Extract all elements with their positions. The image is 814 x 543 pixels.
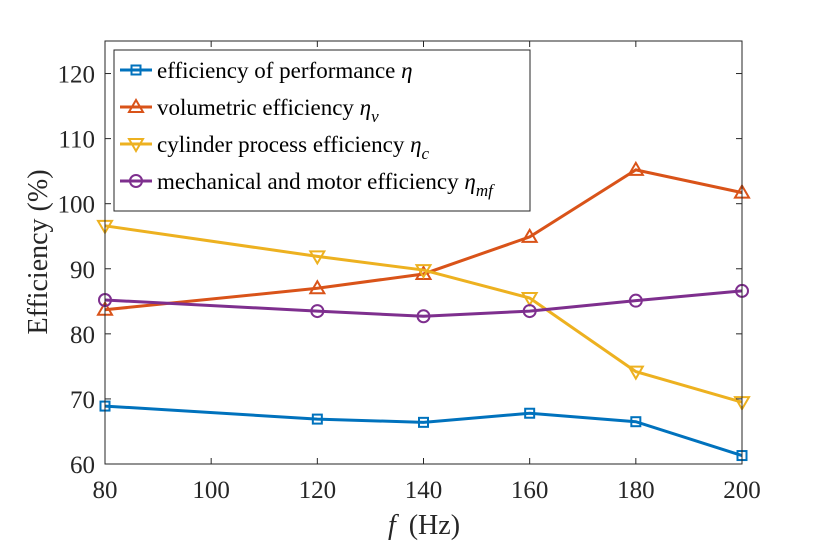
x-tick-label: 140 <box>405 477 443 504</box>
legend-swatch-marker <box>129 174 143 188</box>
data-point <box>414 264 433 280</box>
x-axis-title: f (Hz) <box>388 510 460 541</box>
series-mechanical-and-motor-efficiency <box>98 283 749 324</box>
data-point <box>524 407 536 419</box>
series-layer <box>96 160 751 462</box>
legend-item: efficiency of performance η <box>120 58 413 83</box>
legend-label: volumetric efficiency ηv <box>157 95 379 126</box>
axis-tick-labels: 80 100 120 140 160 180 200 60 70 80 90 100 110 120 <box>58 62 761 504</box>
legend-label-subscript: c <box>422 144 430 163</box>
legend-label-symbol: η <box>410 132 421 157</box>
series-cylinder-process-efficiency <box>96 219 751 412</box>
legend-label-subscript: v <box>371 107 379 126</box>
legend-label-subscript: mf <box>476 181 495 200</box>
data-point <box>630 416 642 428</box>
y-tick-label: 80 <box>70 322 95 349</box>
legend-swatch-marker <box>127 98 145 113</box>
y-axis-title: Efficiency (%) <box>23 169 54 334</box>
y-tick-label: 100 <box>58 192 96 219</box>
legend-label: mechanical and motor efficiency ηmf <box>157 169 495 200</box>
legend-label-text: efficiency of performance <box>157 58 401 83</box>
data-point <box>520 227 539 243</box>
series-line <box>104 289 743 318</box>
legend-label-text: cylinder process efficiency <box>157 132 410 157</box>
data-point <box>522 304 537 319</box>
legend-item: cylinder process efficiency ηc <box>120 132 430 163</box>
legend-label: efficiency of performance η <box>157 58 413 83</box>
axis-ticks <box>104 41 743 465</box>
data-point <box>308 250 327 266</box>
x-tick-label: 120 <box>299 477 337 504</box>
legend-label-symbol: η <box>360 95 371 120</box>
x-tick-label: 100 <box>192 477 230 504</box>
data-point <box>416 309 431 324</box>
data-point <box>520 292 539 308</box>
series-line <box>104 404 743 457</box>
y-tick-label: 60 <box>70 452 95 479</box>
x-tick-label: 80 <box>93 477 118 504</box>
data-point <box>628 293 643 308</box>
legend-box <box>113 49 531 212</box>
x-tick-label: 160 <box>511 477 549 504</box>
legend-swatch-marker <box>130 64 142 76</box>
data-point <box>311 413 323 425</box>
legend-item: volumetric efficiency ηv <box>120 95 379 126</box>
series-line <box>104 224 743 404</box>
series-line <box>104 168 743 312</box>
data-point <box>308 279 327 295</box>
legend-item: mechanical and motor efficiency ηmf <box>120 169 495 200</box>
data-point <box>310 304 325 319</box>
data-point <box>627 365 645 381</box>
legend-label-symbol: η <box>464 169 475 194</box>
legend-label: cylinder process efficiency ηc <box>157 132 430 163</box>
x-axis-unit: (Hz) <box>409 510 460 541</box>
x-axis-variable: f <box>388 510 399 541</box>
legend-label-text: mechanical and motor efficiency <box>157 169 464 194</box>
legend-label-text: volumetric efficiency <box>157 95 360 120</box>
legend-label-symbol: η <box>401 58 412 83</box>
data-point <box>418 416 429 428</box>
x-tick-label: 200 <box>723 477 761 504</box>
y-tick-label: 120 <box>58 62 96 89</box>
y-tick-label: 70 <box>70 387 95 414</box>
x-tick-label: 180 <box>617 477 655 504</box>
data-point <box>627 160 645 176</box>
y-tick-label: 90 <box>70 257 95 284</box>
legend-swatch-marker <box>127 138 145 153</box>
y-tick-label: 110 <box>58 127 95 154</box>
